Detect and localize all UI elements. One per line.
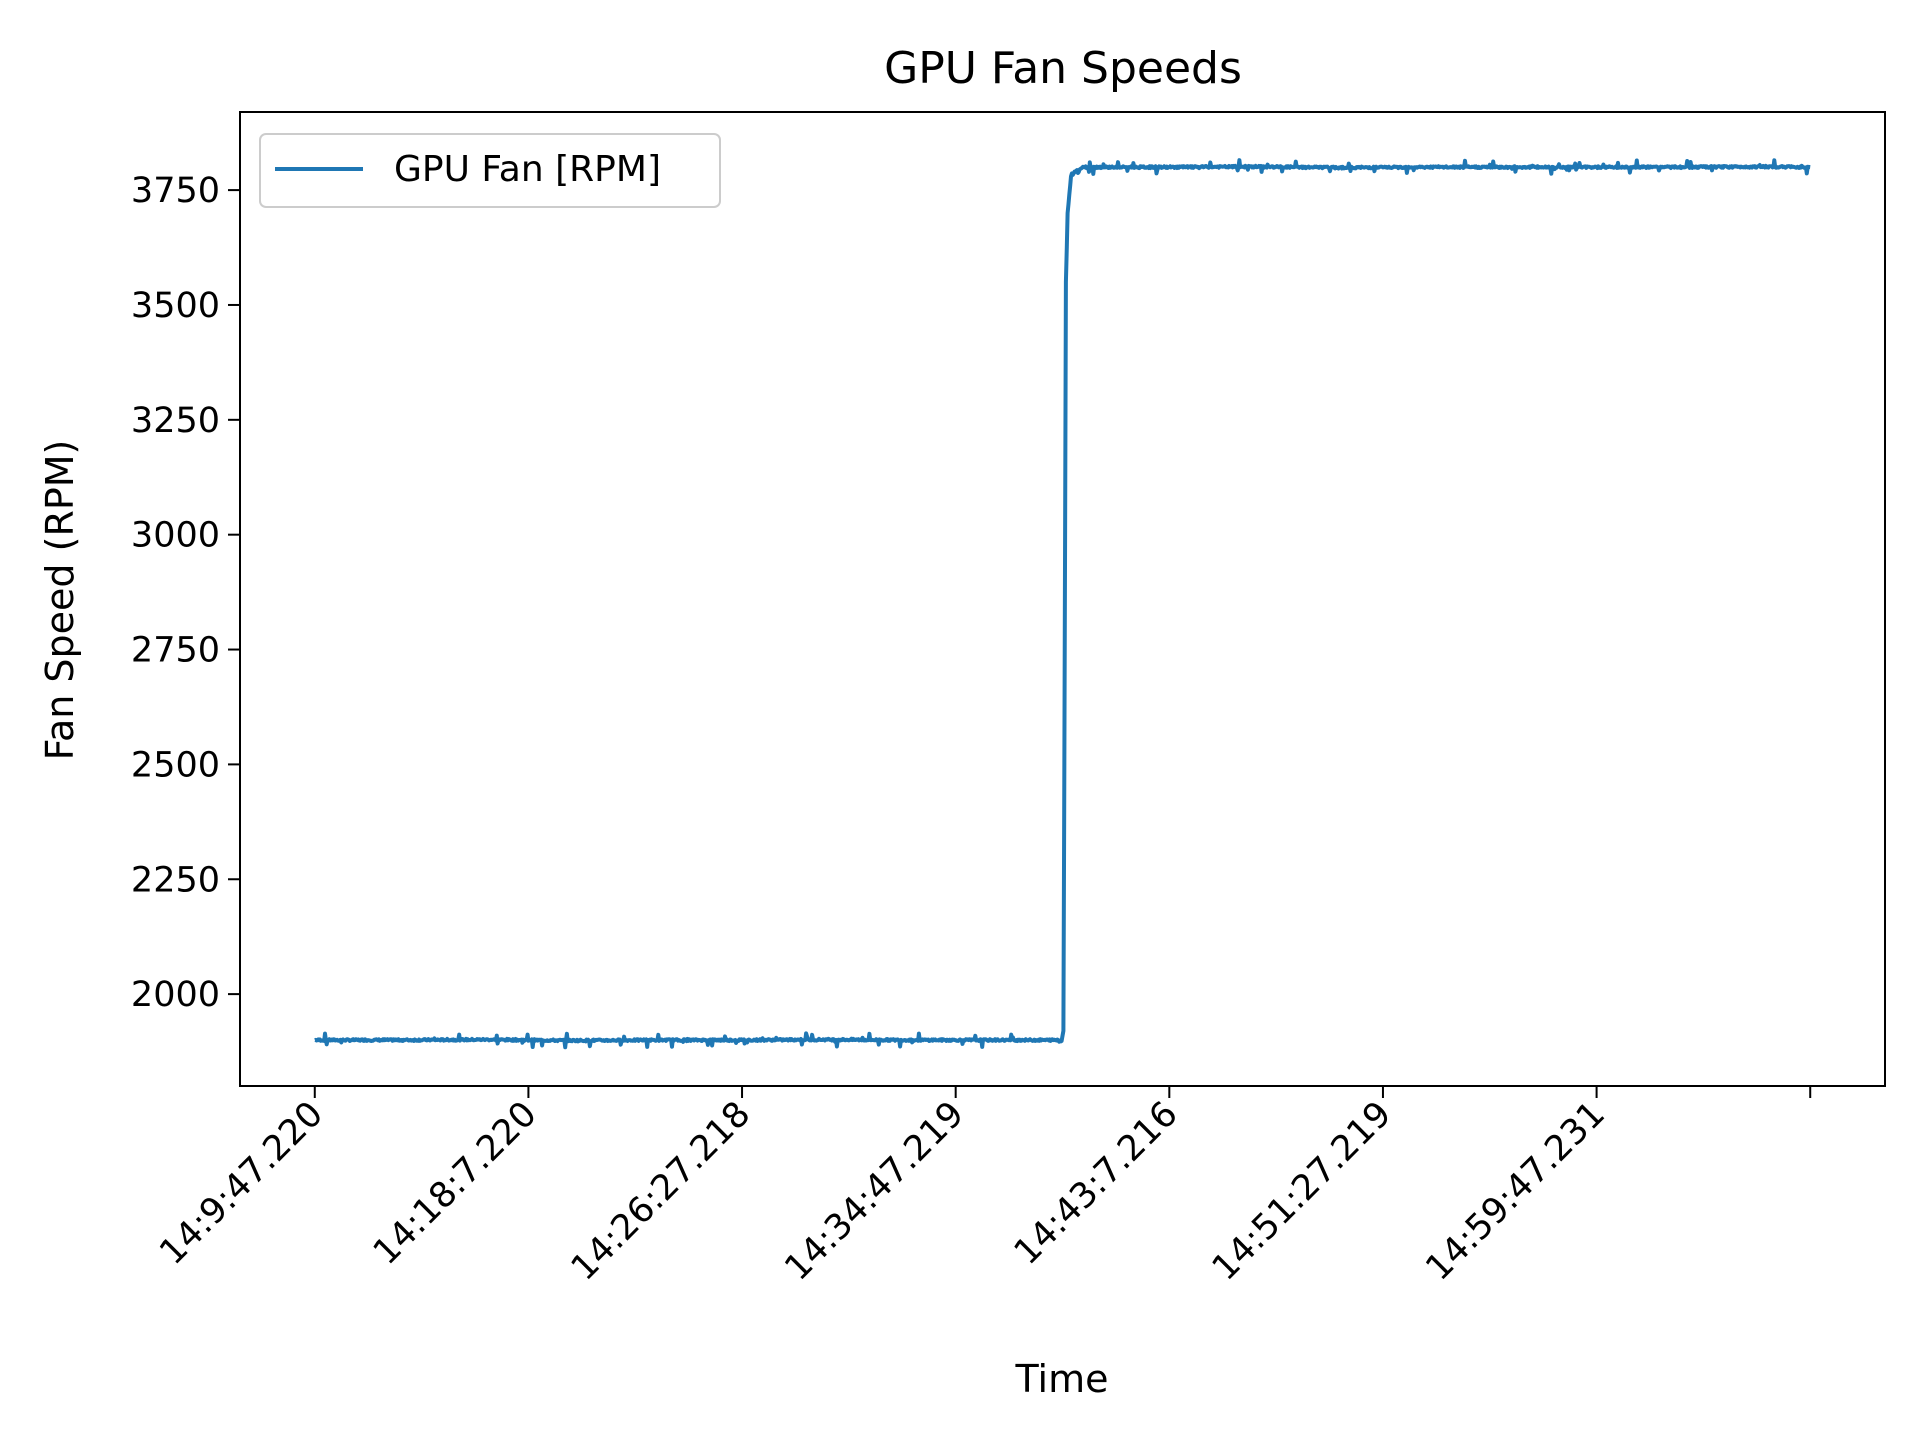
x-axis-ticks: 14:9:47.220 14:18:7.220 14:26:27.218 14:34:… bbox=[152, 1086, 1812, 1289]
legend: GPU Fan [RPM] bbox=[259, 133, 721, 208]
x-axis-label: Time bbox=[1015, 1357, 1109, 1401]
x-tick-label: 14:26:27.218 bbox=[564, 1094, 759, 1289]
x-tick-label: 14:59:47.231 bbox=[1418, 1094, 1613, 1289]
y-tick-label: 3000 bbox=[131, 516, 220, 556]
y-tick-label: 2250 bbox=[131, 860, 220, 900]
x-tick-label: 14:34:47.219 bbox=[778, 1094, 973, 1289]
legend-box bbox=[259, 133, 721, 208]
legend-entry-gpu-fan: GPU Fan [RPM] bbox=[394, 149, 661, 190]
plot-frame bbox=[239, 111, 1886, 1087]
x-tick-label: 14:51:27.219 bbox=[1205, 1094, 1400, 1289]
x-tick-label: 14:9:47.220 bbox=[152, 1094, 331, 1273]
y-axis-label: Fan Speed (RPM) bbox=[38, 440, 82, 761]
series-line-gpu-fan bbox=[313, 158, 1812, 1050]
series-group bbox=[313, 158, 1812, 1050]
plot-area bbox=[239, 111, 1886, 1087]
y-tick-label: 3750 bbox=[131, 171, 220, 211]
x-tick-label: 14:43:7.216 bbox=[1007, 1094, 1186, 1273]
y-axis-ticks: 2000 2250 2500 2750 3000 3250 3500 3750 bbox=[131, 171, 240, 1015]
y-tick-label: 2500 bbox=[131, 745, 220, 785]
y-tick-label: 2750 bbox=[131, 631, 220, 671]
x-tick-label: 14:18:7.220 bbox=[366, 1094, 545, 1273]
chart-title: GPU Fan Speeds bbox=[884, 43, 1242, 94]
y-tick-label: 3250 bbox=[131, 401, 220, 441]
y-tick-label: 3500 bbox=[131, 286, 220, 326]
y-tick-label: 2000 bbox=[131, 975, 220, 1015]
